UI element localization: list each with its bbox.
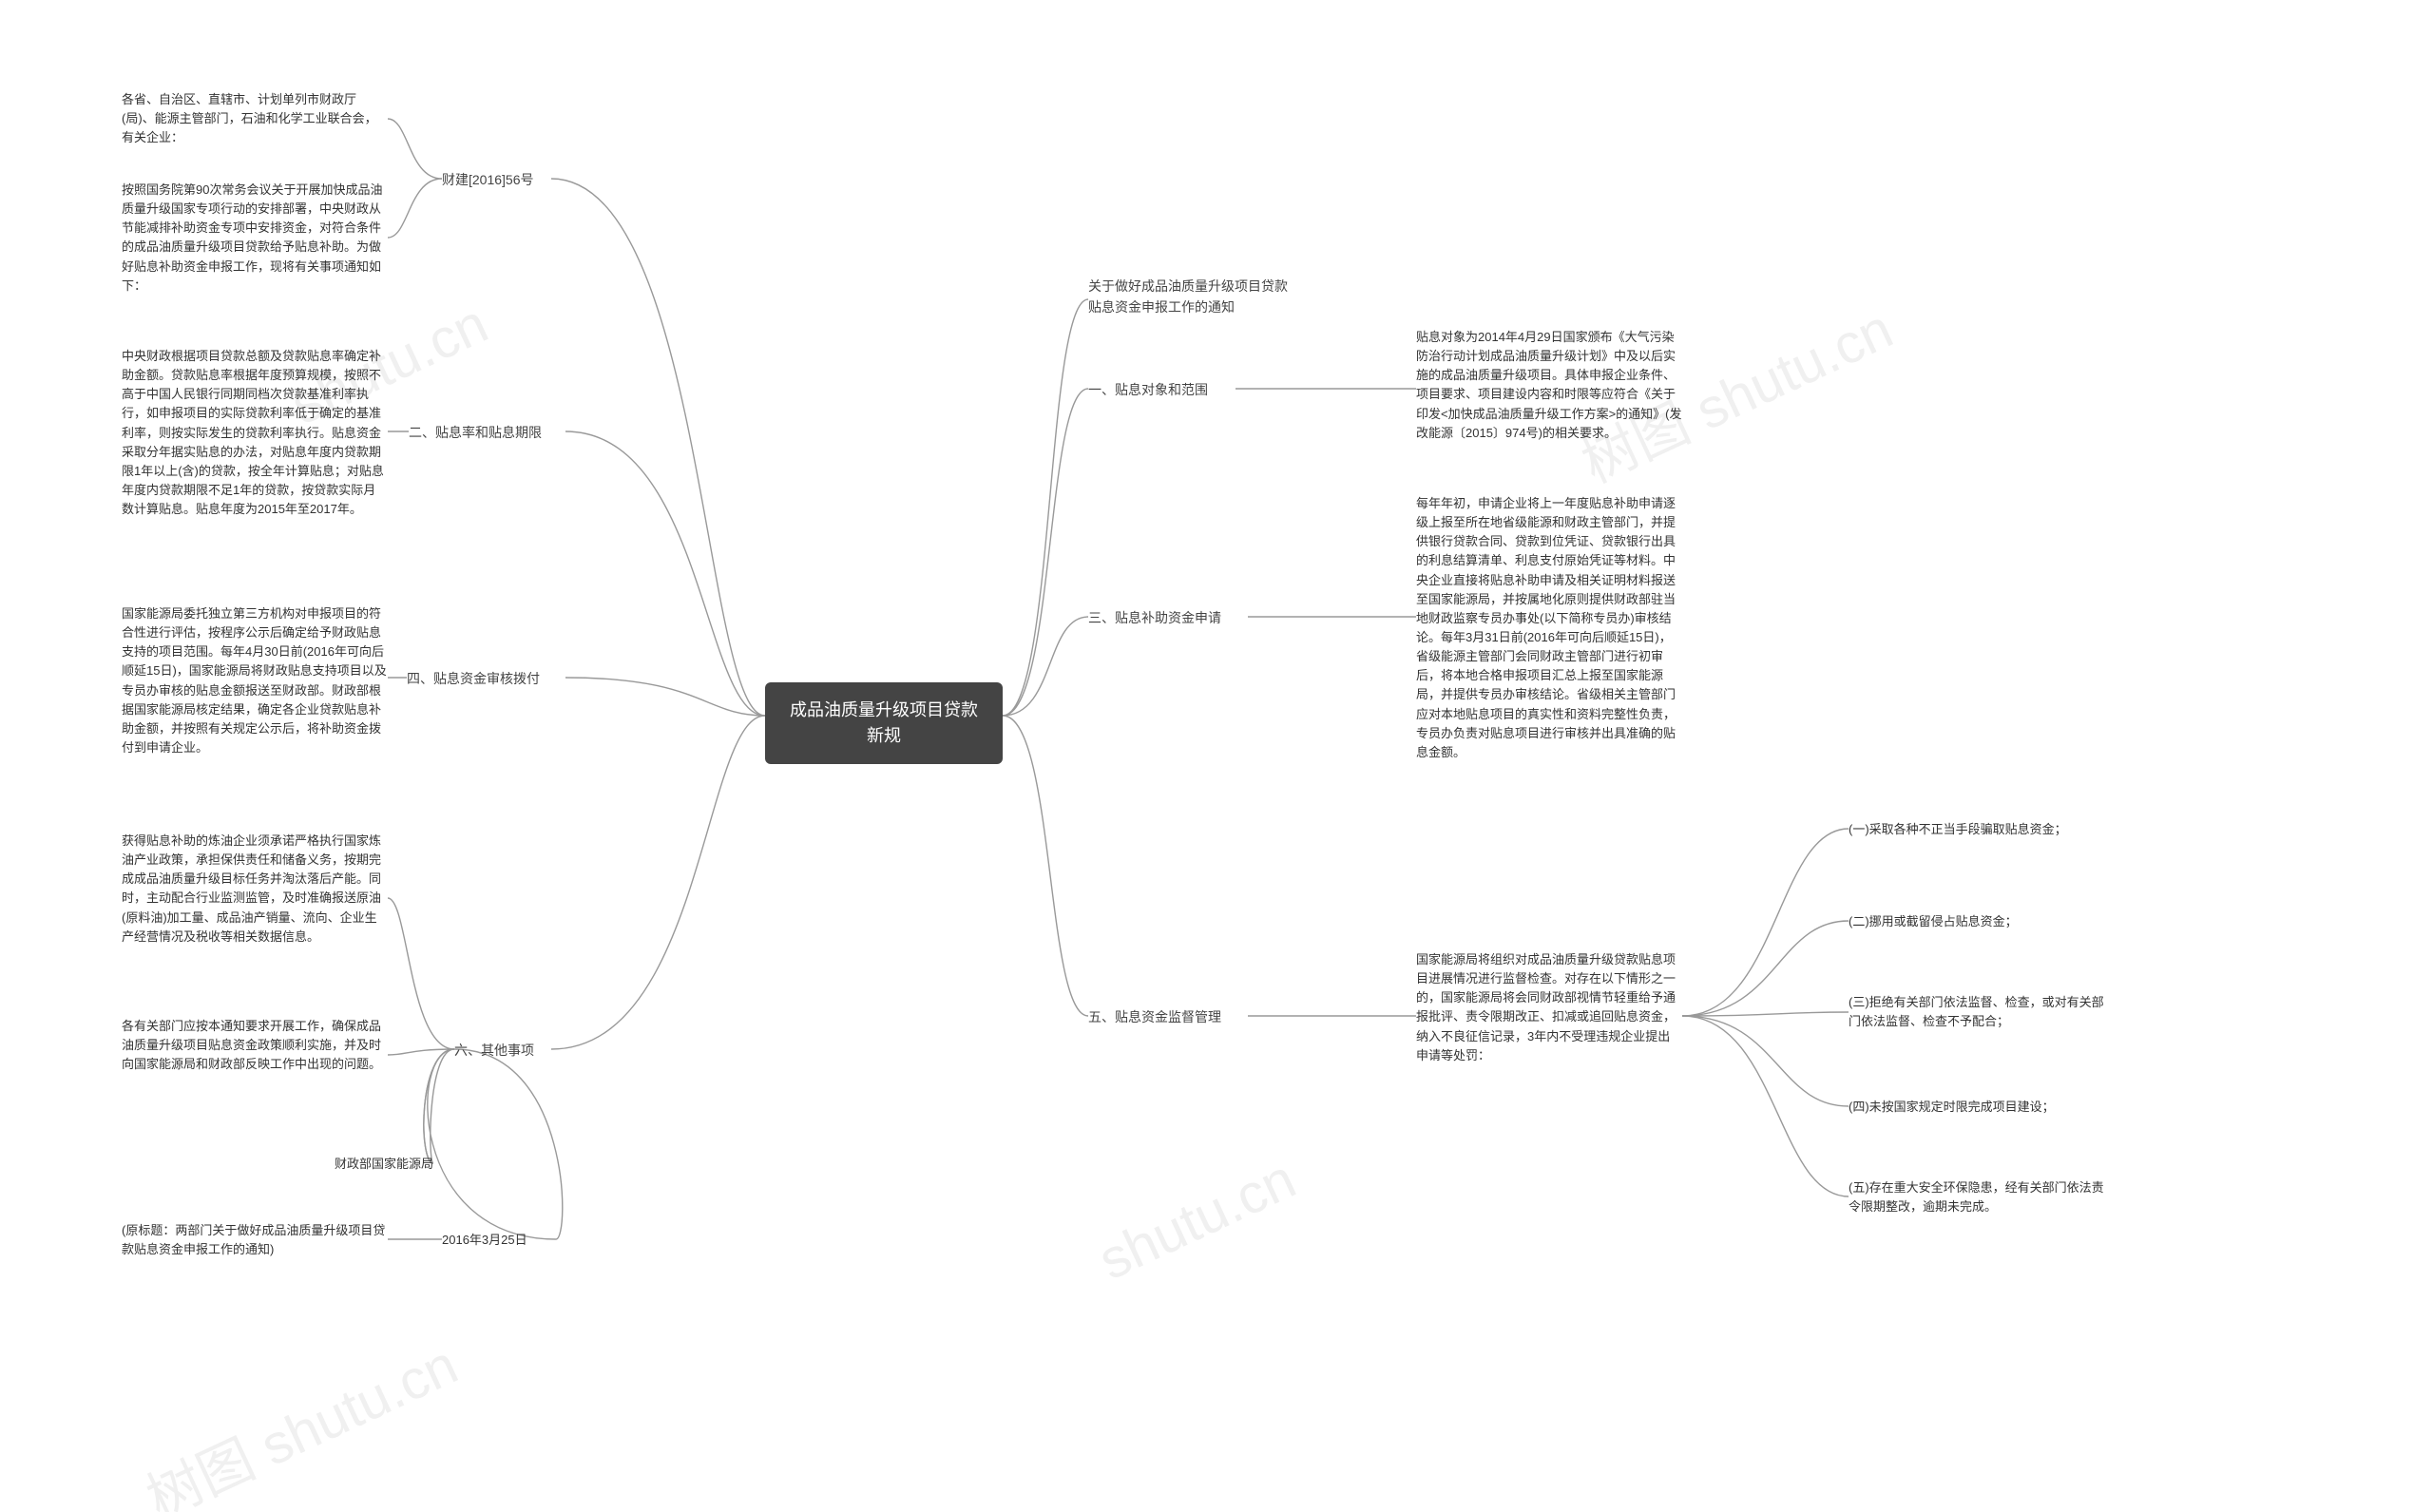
watermark: shutu.cn bbox=[1089, 1147, 1305, 1292]
leaf-r5-c4: (四)未按国家规定时限完成项目建设； bbox=[1849, 1098, 2105, 1117]
leaf-r5-c1: (一)采取各种不正当手段骗取贴息资金； bbox=[1849, 820, 2105, 839]
mindmap-center: 成品油质量升级项目贷款 新规 bbox=[765, 682, 1003, 764]
leaf-r5-c2: (二)挪用或截留侵占贴息资金； bbox=[1849, 912, 2105, 931]
left-branch-4: 四、贴息资金审核拨付 bbox=[407, 669, 540, 688]
left-branch-docnum: 财建[2016]56号 bbox=[442, 170, 534, 189]
leaf-l3c: 财政部国家能源局 bbox=[281, 1155, 433, 1174]
leaf-l0a: 各省、自治区、直辖市、计划单列市财政厅(局)、能源主管部门，石油和化学工业联合会… bbox=[122, 90, 388, 147]
leaf-r1: 贴息对象为2014年4月29日国家颁布《大气污染防治行动计划成品油质量升级计划》… bbox=[1416, 328, 1682, 443]
leaf-l3b: 各有关部门应按本通知要求开展工作，确保成品油质量升级项目贴息资金政策顺利实施，并… bbox=[122, 1017, 388, 1074]
right-branch-3: 三、贴息补助资金申请 bbox=[1088, 608, 1221, 627]
leaf-l1: 中央财政根据项目贷款总额及贷款贴息率确定补助金额。贷款贴息率根据年度预算规模，按… bbox=[122, 347, 388, 519]
leaf-r3: 每年年初，申请企业将上一年度贴息补助申请逐级上报至所在地省级能源和财政主管部门，… bbox=[1416, 494, 1682, 762]
watermark: 树图 shutu.cn bbox=[132, 1321, 469, 1512]
center-line1: 成品油质量升级项目贷款 bbox=[790, 700, 978, 719]
leaf-r5-c3: (三)拒绝有关部门依法监督、检查，或对有关部门依法监督、检查不予配合； bbox=[1849, 993, 2105, 1031]
leaf-l0b: 按照国务院第90次常务会议关于开展加快成品油质量升级国家专项行动的安排部署，中央… bbox=[122, 181, 388, 296]
leaf-l2: 国家能源局委托独立第三方机构对申报项目的符合性进行评估，按程序公示后确定给予财政… bbox=[122, 604, 388, 757]
leaf-l3a: 获得贴息补助的炼油企业须承诺严格执行国家炼油产业政策，承担保供责任和储备义务，按… bbox=[122, 832, 388, 947]
left-branch-6: 六、其他事项 bbox=[454, 1041, 534, 1060]
leaf-r5: 国家能源局将组织对成品油质量升级贷款贴息项目进展情况进行监督检查。对存在以下情形… bbox=[1416, 950, 1682, 1065]
right-branch-5: 五、贴息资金监督管理 bbox=[1088, 1007, 1221, 1026]
right-branch-notice: 关于做好成品油质量升级项目贷款 贴息资金申报工作的通知 bbox=[1088, 276, 1288, 318]
right-branch-1: 一、贴息对象和范围 bbox=[1088, 380, 1208, 399]
leaf-l3d: 2016年3月25日 bbox=[442, 1231, 556, 1250]
leaf-r5-c5: (五)存在重大安全环保隐患，经有关部门依法责令限期整改，逾期未完成。 bbox=[1849, 1178, 2105, 1216]
center-line2: 新规 bbox=[867, 726, 901, 745]
left-branch-2: 二、贴息率和贴息期限 bbox=[409, 423, 542, 442]
leaf-l3d-child: (原标题：两部门关于做好成品油质量升级项目贷款贴息资金申报工作的通知) bbox=[122, 1221, 388, 1259]
